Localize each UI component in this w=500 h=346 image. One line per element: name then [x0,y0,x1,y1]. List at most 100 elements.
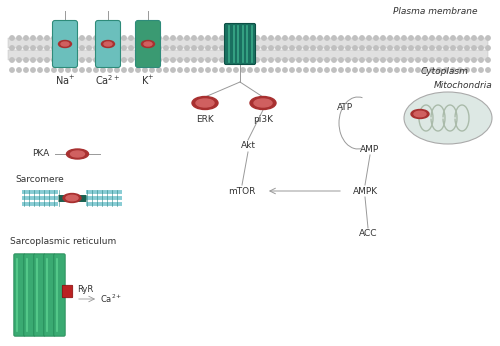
Circle shape [409,68,413,72]
Circle shape [444,68,448,72]
Circle shape [234,46,238,50]
Circle shape [143,58,147,62]
Circle shape [451,46,455,50]
Circle shape [479,68,483,72]
Circle shape [66,58,70,62]
Circle shape [129,46,133,50]
Circle shape [381,46,385,50]
Circle shape [164,68,168,72]
Circle shape [465,58,469,62]
Circle shape [101,58,105,62]
Circle shape [388,36,392,40]
Circle shape [185,68,189,72]
Circle shape [73,58,77,62]
Circle shape [472,68,476,72]
Circle shape [486,46,490,50]
Circle shape [234,68,238,72]
Circle shape [80,68,84,72]
Circle shape [199,36,203,40]
Circle shape [178,68,182,72]
Circle shape [346,46,350,50]
Circle shape [423,36,427,40]
Circle shape [283,46,287,50]
Circle shape [346,36,350,40]
Circle shape [101,46,105,50]
Circle shape [157,36,161,40]
Circle shape [423,58,427,62]
Circle shape [129,68,133,72]
FancyBboxPatch shape [96,20,120,67]
Circle shape [108,68,112,72]
FancyBboxPatch shape [44,254,55,336]
Circle shape [150,68,154,72]
Circle shape [59,36,63,40]
Circle shape [136,58,140,62]
Circle shape [38,68,42,72]
Circle shape [101,68,105,72]
Text: AMPK: AMPK [352,186,378,195]
Circle shape [122,58,126,62]
Circle shape [136,36,140,40]
Circle shape [374,58,378,62]
Circle shape [108,36,112,40]
Circle shape [444,36,448,40]
Circle shape [248,36,252,40]
Circle shape [66,68,70,72]
Circle shape [304,46,308,50]
Ellipse shape [414,111,426,117]
Circle shape [59,46,63,50]
Circle shape [129,58,133,62]
Text: ERK: ERK [196,115,214,124]
Circle shape [171,36,175,40]
Circle shape [325,46,329,50]
FancyBboxPatch shape [224,24,256,64]
Circle shape [479,58,483,62]
Circle shape [290,36,294,40]
Circle shape [332,36,336,40]
Circle shape [38,46,42,50]
Circle shape [276,36,280,40]
Circle shape [374,68,378,72]
Circle shape [290,58,294,62]
Circle shape [192,36,196,40]
Bar [8,50,488,60]
Ellipse shape [70,151,85,157]
Circle shape [367,58,371,62]
Bar [8,38,488,48]
Circle shape [241,58,245,62]
Circle shape [430,58,434,62]
Circle shape [276,58,280,62]
Circle shape [276,68,280,72]
Circle shape [87,68,91,72]
Circle shape [115,68,119,72]
Circle shape [129,36,133,40]
Circle shape [486,36,490,40]
Circle shape [136,68,140,72]
Circle shape [318,58,322,62]
Circle shape [269,58,273,62]
Circle shape [339,58,343,62]
Circle shape [402,36,406,40]
Circle shape [297,36,301,40]
Text: $\mathrm{Ca^{2+}}$: $\mathrm{Ca^{2+}}$ [96,73,120,87]
Circle shape [416,36,420,40]
Circle shape [346,58,350,62]
Circle shape [94,68,98,72]
Circle shape [17,58,21,62]
Ellipse shape [102,40,114,47]
Circle shape [122,46,126,50]
Circle shape [66,36,70,40]
Circle shape [227,68,231,72]
FancyBboxPatch shape [14,254,25,336]
Circle shape [31,58,35,62]
Ellipse shape [144,42,152,46]
Circle shape [444,58,448,62]
Circle shape [171,58,175,62]
Ellipse shape [411,109,429,118]
Circle shape [115,46,119,50]
Circle shape [31,36,35,40]
Circle shape [458,58,462,62]
Circle shape [178,58,182,62]
Circle shape [381,36,385,40]
Circle shape [38,36,42,40]
